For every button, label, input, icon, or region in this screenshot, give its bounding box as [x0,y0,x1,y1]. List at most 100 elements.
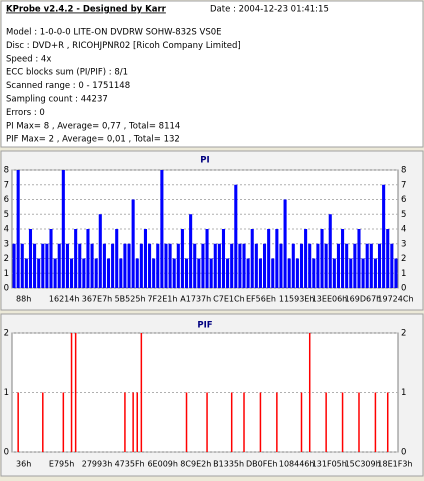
chart-title: PI [200,156,209,166]
bar [148,243,152,288]
x-tick-label: 19724Ch [377,295,413,304]
bar [209,258,213,288]
info-line: Scanned range : 0 - 1751148 [6,81,130,91]
bar [213,243,217,288]
bar [131,199,135,288]
info-panel [0,0,424,148]
bar [184,258,189,288]
y-tick-label: 5 [4,210,9,220]
x-tick-label: B1335h [213,460,244,469]
bar [373,258,377,288]
x-tick-label: 8C9E2h [180,460,211,469]
bar [164,243,168,288]
bar [304,229,308,288]
x-tick-label: 367E7h [82,295,112,304]
bar [16,170,20,288]
y-tick-label: 2 [4,329,9,339]
bar [221,229,226,288]
bar [37,258,41,288]
bar [230,243,234,288]
bar [242,243,246,288]
bar [308,333,311,452]
bar [135,258,139,288]
x-tick-label: 27993h [82,460,113,469]
bar [238,243,242,288]
bar [78,243,82,288]
bar [90,243,94,288]
x-tick-label: 16214h [49,295,80,304]
bar [217,243,221,288]
bar [243,392,245,452]
y2-tick-label: 7 [401,180,406,190]
bar [365,243,369,288]
bar [132,392,134,452]
y2-tick-label: 6 [401,195,406,205]
bar [172,258,176,288]
y2-tick-label: 8 [401,166,406,176]
bar [332,258,336,288]
bar [279,243,283,288]
bar [189,214,193,288]
x-tick-label: 15C309h [345,460,381,469]
x-tick-label: C7E1Ch [213,295,244,304]
bar [102,243,106,288]
info-line: Speed : 4x [6,54,51,64]
info-line: Disc : DVD+R , RICOHJPNR02 [Ricoh Compan… [6,41,241,51]
bar [20,243,24,288]
bar [160,170,164,288]
bar [259,392,262,452]
bar [267,229,271,288]
bar [386,392,389,452]
y2-tick-label: 3 [401,239,406,249]
y2-tick-label: 2 [401,254,406,264]
bar [345,243,349,288]
bar [74,229,78,288]
y-tick-label: 0 [4,284,9,294]
y-tick-label: 1 [4,269,9,279]
bar [246,258,250,288]
bar [82,258,86,288]
bar [299,243,304,288]
bar [62,392,65,452]
x-tick-label: 108446h [279,460,315,469]
x-tick-label: 88h [16,295,31,304]
bar [24,258,28,288]
y-tick-label: 7 [4,180,9,190]
bar [98,214,102,288]
bar [41,243,45,288]
y-tick-label: 3 [4,239,9,249]
bar [156,243,160,288]
bar [205,229,209,288]
bar [139,243,143,288]
bar [230,392,233,452]
bar [316,243,320,288]
x-tick-label: 13EE06h [312,295,348,304]
y-tick-label: 2 [4,254,9,264]
bar [57,243,61,288]
y2-tick-label: 0 [401,284,406,294]
bar [127,243,131,288]
x-tick-label: 11593Eh [279,295,315,304]
bar [33,243,37,288]
bar [17,392,19,452]
y2-tick-label: 4 [401,225,406,235]
bar [49,229,53,288]
bar [180,229,184,288]
y2-tick-label: 1 [401,388,406,398]
info-line: Model : 1-0-0-0 LITE-ON DVDRW SOHW-832S … [6,28,222,38]
bar [206,392,208,452]
bar [300,392,303,452]
bar [271,258,275,288]
x-tick-label: 5B525h [115,295,146,304]
bar [226,258,230,288]
bar [176,243,180,288]
scan-date: Date : 2004-12-23 01:41:15 [210,5,329,15]
bar [361,258,365,288]
bar [28,229,33,288]
bar [74,333,77,452]
x-tick-label: 169D67h [345,295,382,304]
bar [124,392,126,452]
y2-tick-label: 1 [401,269,406,279]
